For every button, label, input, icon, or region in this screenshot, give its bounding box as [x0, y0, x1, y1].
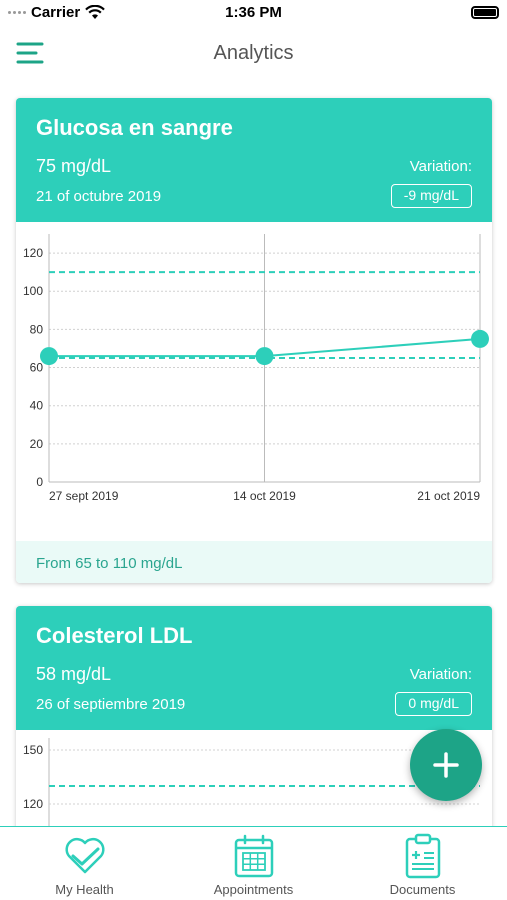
- tab-bar: My Health Appointments: [0, 826, 507, 900]
- ldl-chart: 120 150: [23, 738, 480, 900]
- y-tick-label: 100: [23, 284, 43, 298]
- data-point: [255, 347, 274, 366]
- variation-badge: -9 mg/dL: [390, 184, 472, 208]
- wifi-icon: [85, 5, 105, 19]
- hamburger-icon: [16, 42, 44, 64]
- status-bar: Carrier 1:36 PM: [0, 0, 507, 28]
- card-value: 75 mg/dL: [36, 156, 112, 176]
- glucose-card[interactable]: Glucosa en sangre 75 mg/dL 21 of octubre…: [16, 98, 492, 583]
- data-point: [471, 329, 489, 348]
- tab-label: Documents: [389, 882, 456, 897]
- card-date: 21 of octubre 2019: [36, 188, 162, 205]
- y-tick-label: 150: [23, 743, 43, 757]
- y-tick-label: 80: [30, 322, 44, 336]
- clipboard-icon: [405, 833, 440, 879]
- nav-bar: Analytics: [0, 28, 507, 84]
- heart-icon: [64, 837, 105, 874]
- card-date: 26 of septiembre 2019: [36, 696, 186, 713]
- card-header: Colesterol LDL 58 mg/dL 26 of septiembre…: [16, 606, 492, 730]
- status-time: 1:36 PM: [225, 4, 282, 21]
- calendar-icon: [234, 834, 273, 878]
- add-button[interactable]: [410, 729, 482, 801]
- tab-documents[interactable]: Documents: [338, 827, 507, 900]
- glucose-chart: 0 20 40 60 80 100 120 27 sept 2019 14 oct 2019 21…: [23, 234, 489, 503]
- variation-label: Variation:: [409, 666, 472, 683]
- y-tick-label: 40: [30, 399, 44, 413]
- range-footer: From 65 to 110 mg/dL: [16, 541, 492, 583]
- tab-label: Appointments: [213, 882, 294, 897]
- variation-label: Variation:: [409, 158, 472, 175]
- variation-badge: 0 mg/dL: [395, 692, 472, 716]
- card-title: Colesterol LDL: [36, 623, 193, 648]
- battery-icon: [471, 6, 499, 19]
- x-tick-label: 27 sept 2019: [49, 489, 119, 503]
- card-header: Glucosa en sangre 75 mg/dL 21 of octubre…: [16, 98, 492, 222]
- signal-icon: [8, 11, 26, 14]
- page-title: Analytics: [213, 42, 294, 64]
- y-tick-label: 120: [23, 797, 43, 811]
- tab-my-health[interactable]: My Health: [0, 827, 169, 900]
- y-tick-label: 120: [23, 246, 43, 260]
- x-tick-label: 14 oct 2019: [233, 489, 296, 503]
- menu-button[interactable]: [16, 40, 46, 66]
- card-title: Glucosa en sangre: [36, 115, 233, 140]
- y-tick-label: 60: [30, 361, 44, 375]
- status-carrier-group: Carrier: [8, 4, 105, 21]
- y-tick-label: 20: [30, 437, 44, 451]
- tab-appointments[interactable]: Appointments: [169, 827, 338, 900]
- carrier-label: Carrier: [31, 4, 81, 21]
- tab-label: My Health: [55, 882, 114, 897]
- card-value: 58 mg/dL: [36, 664, 112, 684]
- x-tick-label: 21 oct 2019: [417, 489, 480, 503]
- y-tick-label: 0: [36, 475, 43, 489]
- data-point: [40, 347, 58, 366]
- plus-icon: [433, 752, 459, 778]
